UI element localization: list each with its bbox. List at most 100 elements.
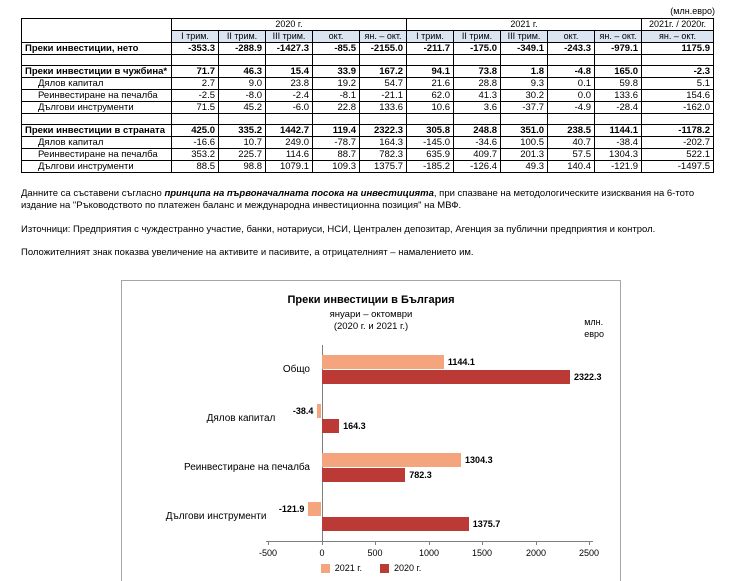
col-period-header: окт.	[547, 30, 595, 43]
col-period-header: II трим.	[453, 30, 501, 43]
cell	[453, 113, 501, 125]
cell: 73.8	[453, 65, 501, 78]
cell: 782.3	[359, 148, 407, 161]
investment-table: 2020 г. 2021 г. 2021г. / 2020г. I трим. II т…	[21, 18, 714, 173]
cell: 9.0	[218, 77, 266, 90]
table-corner-cell	[21, 18, 172, 43]
x-tick-mark	[268, 541, 269, 546]
cell: 1375.7	[359, 160, 407, 173]
cell: -38.4	[594, 136, 642, 149]
cell: 9.3	[500, 77, 548, 90]
cell: 40.7	[547, 136, 595, 149]
col-period-header: III трим.	[500, 30, 548, 43]
cell: -2.4	[265, 89, 313, 102]
cell	[547, 54, 595, 66]
chart-bar	[321, 355, 444, 370]
chart-unit-line1: млн.	[584, 317, 604, 328]
row-label: Дялов капитал	[21, 136, 172, 149]
cell	[218, 54, 266, 66]
bar-value-label: 1144.1	[447, 357, 475, 368]
cell	[171, 113, 219, 125]
cell: 1304.3	[594, 148, 642, 161]
cell: -2.5	[171, 89, 219, 102]
cell: 2.7	[171, 77, 219, 90]
x-tick-label: 0	[319, 548, 325, 559]
cell: 88.7	[312, 148, 360, 161]
notes: Данните са съставени съгласно принципа н…	[21, 188, 719, 259]
cell: -1427.3	[265, 42, 313, 55]
row-label: Преки инвестиции в страната	[21, 124, 172, 137]
cell: 109.3	[312, 160, 360, 173]
note-methodology-italic: принципа на първоначалната посока на инв…	[164, 188, 434, 199]
cell: -16.6	[171, 136, 219, 149]
cell: 15.4	[265, 65, 313, 78]
cell: 409.7	[453, 148, 501, 161]
cell	[312, 113, 360, 125]
cell: -211.7	[406, 42, 454, 55]
row-label: Реинвестиране на печалба	[21, 148, 172, 161]
col-period-header: ян. – окт.	[594, 30, 642, 43]
cell: -1497.5	[641, 160, 714, 173]
col-period-header: III трим.	[265, 30, 313, 43]
table-row: Дялов капитал -16.6 10.7 249.0 -78.7 164.3 -14…	[21, 136, 714, 149]
cell: 522.1	[641, 148, 714, 161]
chart-bar	[321, 468, 406, 483]
cell: 635.9	[406, 148, 454, 161]
x-tick-mark	[375, 541, 376, 546]
cell: -126.4	[453, 160, 501, 173]
col-period-header: I трим.	[171, 30, 219, 43]
cell: 33.9	[312, 65, 360, 78]
cell	[641, 54, 714, 66]
row-label: Преки инвестиции, нето	[21, 42, 172, 55]
x-tick-mark	[429, 541, 430, 546]
legend-label: 2021 г.	[334, 563, 362, 574]
cell: -243.3	[547, 42, 595, 55]
cell: 154.6	[641, 89, 714, 102]
col-period-header: II трим.	[218, 30, 266, 43]
cell: -2.3	[641, 65, 714, 78]
note-sign: Положителният знак показва увеличение на…	[21, 247, 474, 259]
cell	[500, 113, 548, 125]
col-period-header: окт.	[312, 30, 360, 43]
cell: -21.1	[359, 89, 407, 102]
cell: 3.6	[453, 101, 501, 114]
cell: 98.8	[218, 160, 266, 173]
cell	[641, 113, 714, 125]
table-head: 2020 г. 2021 г. 2021г. / 2020г. I трим. II т…	[21, 18, 714, 43]
unit-note: (млн.евро)	[670, 6, 715, 16]
x-tick-label: 500	[367, 548, 383, 559]
col-group-header: 2021 г.	[406, 18, 642, 31]
cell	[359, 54, 407, 66]
x-tick-label: 1500	[471, 548, 493, 559]
cell: 225.7	[218, 148, 266, 161]
cell: 114.6	[265, 148, 313, 161]
cell: -353.3	[171, 42, 219, 55]
col-period-header: ян. – окт.	[359, 30, 407, 43]
cell: 351.0	[500, 124, 548, 137]
zero-axis-line	[321, 345, 323, 542]
cell: 249.0	[265, 136, 313, 149]
legend-swatch	[380, 563, 389, 573]
cell	[265, 54, 313, 66]
cell: 140.4	[547, 160, 595, 173]
chart-unit-label: млн. евро	[584, 317, 604, 340]
cell: 0.1	[547, 77, 595, 90]
note-methodology-suffix: , при спазване на методологическите изис…	[21, 188, 695, 212]
cell: -4.9	[547, 101, 595, 114]
table-row: Преки инвестиции, нето -353.3 -288.9 -1427.…	[21, 42, 714, 55]
cell: -979.1	[594, 42, 642, 55]
row-label: Преки инвестиции в чужбина*	[21, 65, 172, 78]
cell: -8.0	[218, 89, 266, 102]
cell: 62.0	[406, 89, 454, 102]
cell: 2322.3	[359, 124, 407, 137]
cell: 46.3	[218, 65, 266, 78]
cell	[359, 113, 407, 125]
table-row: Преки инвестиции в страната 425.0 335.2 144…	[21, 124, 714, 137]
col-group-header: 2020 г.	[171, 18, 407, 31]
cell	[406, 54, 454, 66]
table-row: Дългови инструменти 88.5 98.8 1079.1 109.3 13…	[21, 160, 714, 173]
chart-bar	[321, 419, 340, 434]
row-label	[21, 113, 172, 125]
cell	[218, 113, 266, 125]
